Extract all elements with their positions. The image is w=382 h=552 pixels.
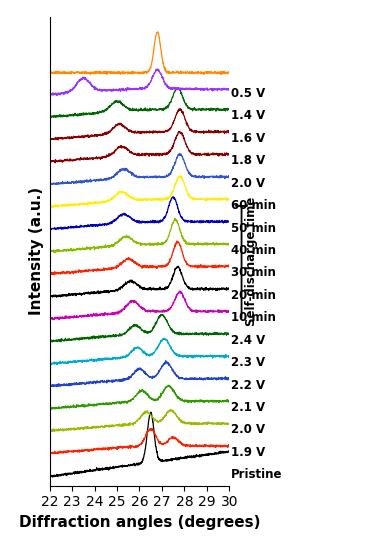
Text: 40 min: 40 min [231,244,276,257]
Y-axis label: Intensity (a.u.): Intensity (a.u.) [29,187,44,315]
Text: 2.2 V: 2.2 V [231,379,265,391]
Text: 2.3 V: 2.3 V [231,356,265,369]
Text: 2.0 V: 2.0 V [231,423,265,437]
Text: 1.4 V: 1.4 V [231,109,265,123]
Text: 0.5 V: 0.5 V [231,87,265,100]
Text: 2.1 V: 2.1 V [231,401,265,414]
Text: 60 min: 60 min [231,199,276,212]
Text: 2.0 V: 2.0 V [231,177,265,190]
X-axis label: Diffraction angles (degrees): Diffraction angles (degrees) [19,515,260,530]
Text: 10 min: 10 min [231,311,276,325]
Text: Pristine: Pristine [231,468,283,481]
Text: 30 min: 30 min [231,267,276,279]
Text: 1.8 V: 1.8 V [231,155,265,167]
Text: 50 min: 50 min [231,221,276,235]
Text: 1.9 V: 1.9 V [231,446,265,459]
Text: 1.6 V: 1.6 V [231,132,265,145]
Text: 2.4 V: 2.4 V [231,334,265,347]
Text: Self-discharge time: Self-discharge time [245,197,258,326]
Text: 20 min: 20 min [231,289,276,302]
